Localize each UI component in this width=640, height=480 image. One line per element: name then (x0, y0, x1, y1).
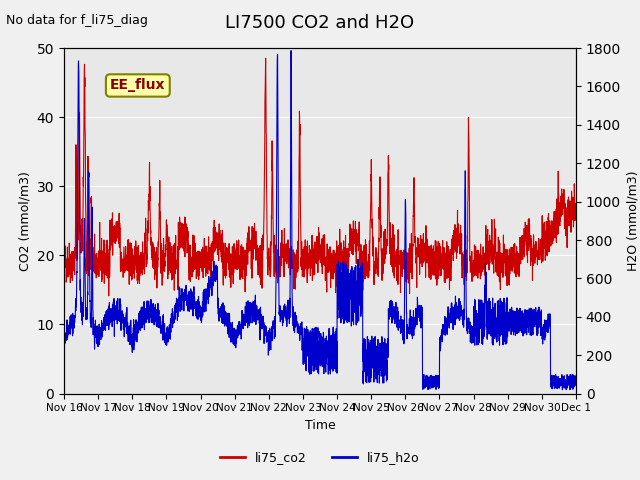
li75_h2o (118, 315, 126, 321)
Text: LI7500 CO2 and H2O: LI7500 CO2 and H2O (225, 14, 415, 33)
Legend: li75_co2, li75_h2o: li75_co2, li75_h2o (215, 446, 425, 469)
li75_h2o (572, 382, 580, 387)
Y-axis label: CO2 (mmol/m3): CO2 (mmol/m3) (18, 171, 31, 271)
li75_co2 (279, 244, 287, 250)
li75_co2 (149, 241, 157, 247)
li75_h2o (563, 386, 570, 392)
li75_co2 (572, 206, 580, 212)
li75_h2o (278, 323, 286, 329)
Y-axis label: H2O (mmol/m3): H2O (mmol/m3) (627, 170, 639, 271)
Text: No data for f_li75_diag: No data for f_li75_diag (6, 14, 148, 27)
Line: li75_co2: li75_co2 (64, 58, 576, 296)
li75_co2 (257, 282, 264, 288)
li75_co2 (262, 55, 269, 61)
li75_co2 (508, 244, 515, 250)
X-axis label: Time: Time (305, 419, 335, 432)
li75_h2o (257, 324, 264, 330)
li75_h2o (287, 48, 295, 54)
li75_h2o (559, 387, 566, 393)
li75_co2 (563, 208, 570, 214)
Line: li75_h2o: li75_h2o (64, 51, 576, 390)
li75_co2 (118, 264, 126, 270)
Text: EE_flux: EE_flux (110, 78, 166, 93)
li75_co2 (105, 293, 113, 299)
li75_h2o (149, 320, 157, 326)
li75_h2o (60, 338, 68, 344)
li75_h2o (507, 317, 515, 323)
li75_co2 (60, 254, 68, 260)
